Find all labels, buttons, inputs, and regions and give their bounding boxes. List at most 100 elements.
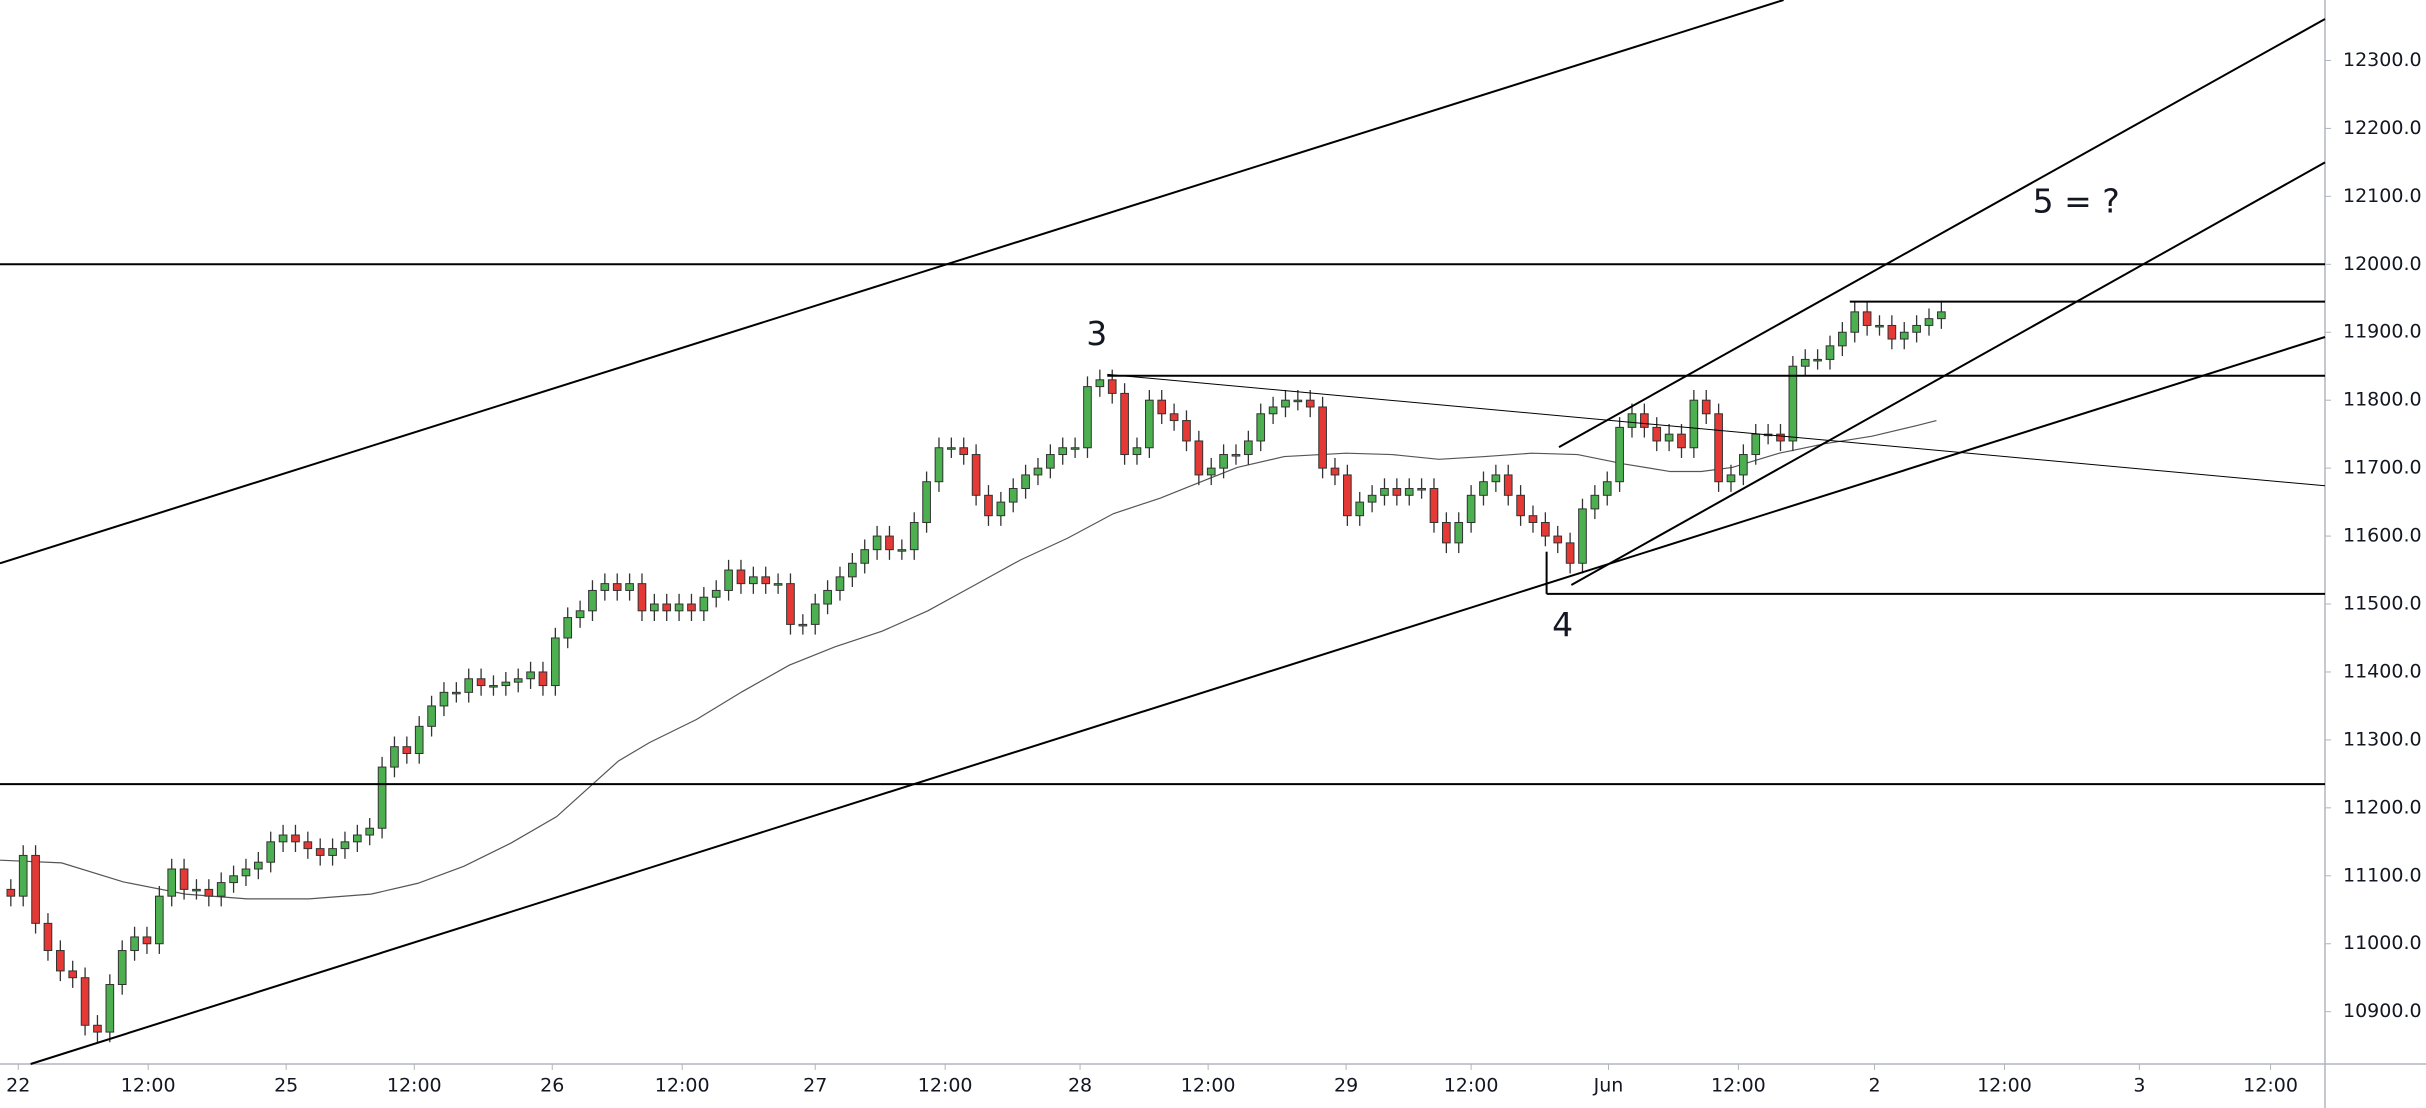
candle-body	[130, 936, 139, 952]
candle-body	[476, 678, 486, 687]
candle-body	[340, 841, 350, 850]
candle-body	[1367, 494, 1377, 503]
x-tick-label: 25	[274, 1075, 298, 1097]
candle-body	[1924, 318, 1934, 326]
candle-body	[1404, 488, 1414, 496]
candle-body	[167, 868, 177, 897]
y-tick-label: 11900.0	[2343, 321, 2422, 343]
candle-body	[1590, 494, 1600, 510]
candle-body	[724, 569, 733, 591]
candle-body	[117, 950, 127, 986]
y-tick-label: 11100.0	[2343, 864, 2422, 886]
candle-body	[674, 603, 684, 612]
candle-body	[154, 895, 164, 945]
candle-body	[1516, 494, 1525, 517]
candle-body	[773, 583, 783, 586]
candle-body	[427, 705, 436, 727]
candle-body	[798, 623, 808, 627]
candle-body	[1887, 324, 1897, 340]
candle-body	[1714, 413, 1723, 483]
candle-body	[625, 583, 634, 591]
candle-body	[216, 882, 226, 897]
candle-body	[377, 766, 387, 829]
candle-body	[1862, 311, 1872, 326]
trend-line	[1558, 18, 2326, 448]
candle-body	[1281, 399, 1290, 408]
candle-body	[612, 583, 622, 591]
y-tick-label: 12200.0	[2343, 117, 2422, 139]
candle-body	[1850, 311, 1860, 333]
candle-body	[1442, 521, 1451, 544]
x-tick-label: 22	[6, 1075, 30, 1097]
y-tick-label: 11000.0	[2343, 932, 2422, 954]
candle-body	[1157, 399, 1167, 415]
candle-body	[1776, 433, 1785, 442]
trend-line	[0, 0, 1784, 565]
candle-body	[1454, 521, 1464, 544]
candle-body	[526, 671, 535, 680]
candle-body	[1343, 474, 1352, 517]
candle-body	[1627, 413, 1637, 428]
candle-body	[80, 977, 90, 1026]
candle-body	[1058, 447, 1068, 456]
candle-body	[1664, 433, 1674, 442]
candle-body	[1305, 399, 1315, 408]
x-tick-label: 3	[2133, 1075, 2145, 1097]
candle-body	[575, 610, 585, 619]
x-tick-label: 2	[1868, 1075, 1880, 1097]
candle-body	[1083, 386, 1092, 449]
candle-body	[1219, 454, 1228, 469]
candle-body	[538, 671, 548, 687]
candle-body	[1937, 311, 1946, 320]
candle-body	[736, 569, 746, 585]
candle-body	[1417, 488, 1426, 491]
candle-body	[1046, 454, 1055, 469]
candle-body	[848, 562, 857, 578]
y-tick-label: 12000.0	[2343, 253, 2422, 275]
candle-body	[996, 501, 1006, 517]
candle-body	[922, 481, 931, 523]
candle-body	[1813, 358, 1822, 362]
candle-body	[835, 576, 845, 591]
candle-body	[1244, 440, 1253, 456]
candle-body	[105, 984, 115, 1033]
candle-body	[749, 576, 758, 585]
candle-body	[711, 589, 721, 598]
candle-body	[31, 854, 40, 924]
y-tick-label: 11600.0	[2343, 525, 2422, 547]
candle-body	[439, 691, 449, 707]
candle-body	[563, 617, 573, 639]
candle-body	[1528, 515, 1538, 523]
x-tick-label: 12:00	[1444, 1075, 1499, 1097]
candle-body	[687, 603, 696, 612]
candle-body	[984, 494, 993, 517]
candle-body	[179, 868, 189, 890]
candle-body	[1838, 331, 1847, 347]
y-tick-label: 12100.0	[2343, 185, 2422, 207]
trend-line	[1107, 373, 2326, 487]
candle-body	[872, 535, 882, 551]
candle-body	[291, 834, 300, 843]
candle-body	[1194, 440, 1204, 476]
candle-body	[1503, 474, 1513, 496]
candle-body	[1689, 399, 1699, 449]
candle-body	[142, 936, 152, 945]
candle-body	[1677, 433, 1686, 449]
candle-body	[637, 583, 647, 612]
y-tick-label: 11800.0	[2343, 389, 2422, 411]
y-tick-label: 11300.0	[2343, 728, 2422, 750]
candle-body	[315, 848, 325, 856]
candle-body	[402, 746, 412, 754]
candle-body	[55, 950, 65, 972]
candle-body	[1479, 481, 1488, 496]
candle-body	[1268, 406, 1278, 415]
candle-body	[43, 922, 53, 952]
candle-body	[513, 678, 523, 683]
candle-body	[489, 685, 498, 688]
candle-body	[860, 549, 870, 564]
x-tick-label: 27	[803, 1075, 827, 1097]
candle-body	[1726, 474, 1736, 483]
x-tick-label: 12:00	[1977, 1075, 2032, 1097]
x-tick-label: 26	[540, 1075, 564, 1097]
